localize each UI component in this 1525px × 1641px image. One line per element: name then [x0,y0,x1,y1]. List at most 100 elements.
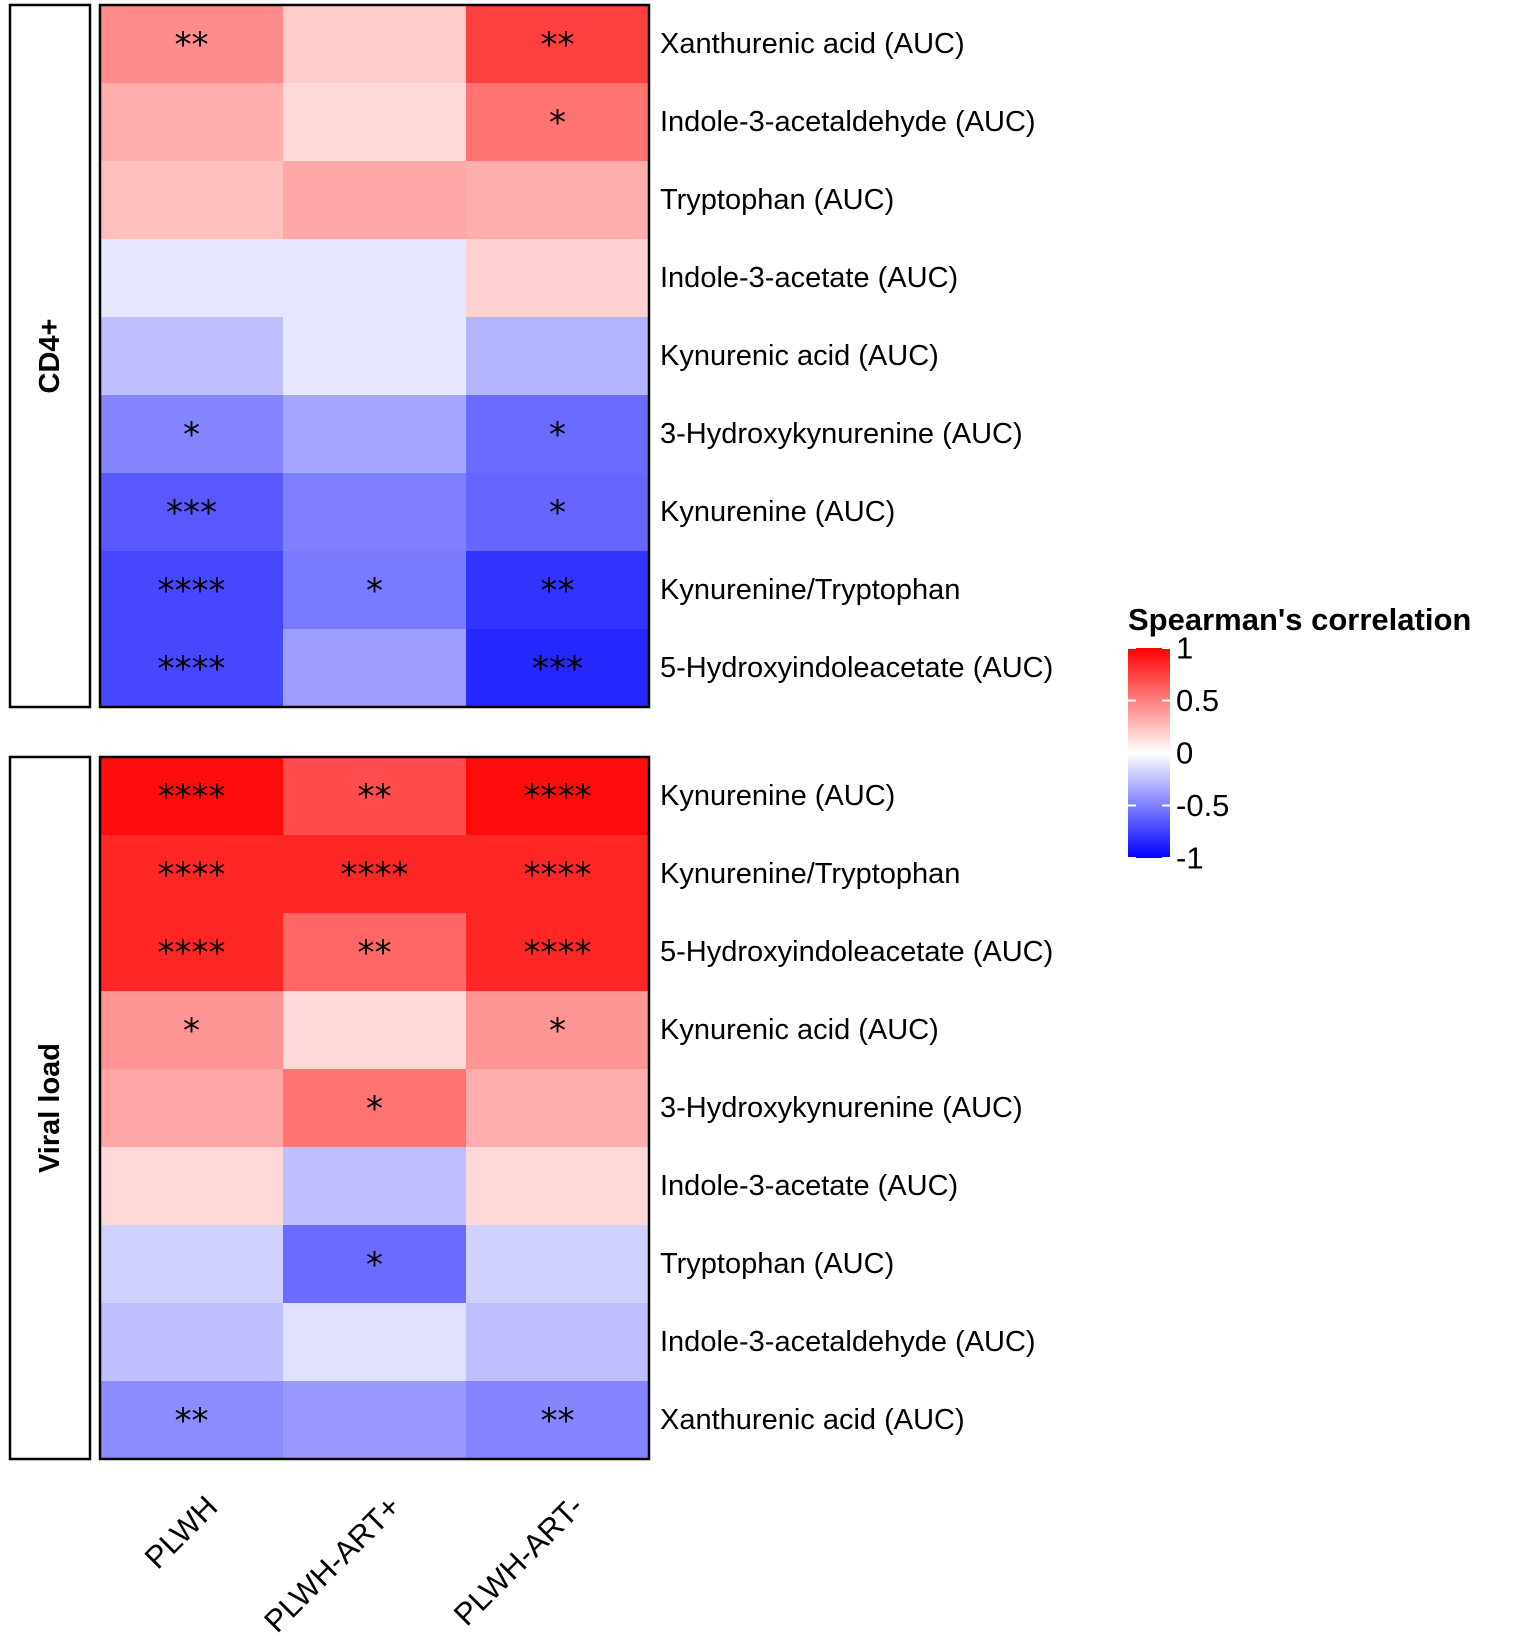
row-label: Kynurenic acid (AUC) [660,1014,939,1046]
significance-mark: ** [358,933,392,973]
legend-tick-label: 1 [1176,631,1193,666]
row-label: Kynurenine/Tryptophan [660,574,960,606]
heatmap-cell [466,83,649,161]
heatmap-cell [100,1225,283,1303]
heatmap-cell [100,317,283,395]
facet-1: Viral load**** ** **** Kynurenine (AUC)****… [8,755,1053,1461]
facet-panels: CD4+** ** Xanthurenic acid (AUC)* Indole-3-… [8,3,1053,1461]
row-label: Tryptophan (AUC) [660,1248,894,1280]
heatmap-cell [466,913,649,991]
row-label: Xanthurenic acid (AUC) [660,1404,965,1436]
significance-mark: * [549,1011,566,1051]
column-label: PLWH-ART+ [257,1489,407,1639]
heatmap-cell [100,913,283,991]
heatmap-cell [466,5,649,83]
heatmap-cell [283,473,466,551]
facet-strip [8,3,92,709]
significance-mark: **** [524,855,592,895]
panel-border [98,755,651,1461]
heatmap-cell [100,83,283,161]
facet-label: Viral load [34,1043,66,1173]
significance-mark: ** [175,1401,209,1441]
row-label: Indole-3-acetate (AUC) [660,1170,958,1202]
heatmap-cell [100,1069,283,1147]
heatmap-cell [466,551,649,629]
heatmap-cell [100,1303,283,1381]
significance-mark: * [183,1011,200,1051]
heatmap-cell [283,1069,466,1147]
heatmap-cell [283,5,466,83]
heatmap-cell [466,991,649,1069]
heatmap-cell [466,161,649,239]
heatmap-cell [100,551,283,629]
heatmap-cell [283,757,466,835]
heatmap-cell [283,161,466,239]
heatmap-cell [466,473,649,551]
heatmap-cell [466,1303,649,1381]
heatmap-cell [283,913,466,991]
heatmap-cell [100,161,283,239]
heatmap-cell [466,629,649,707]
legend-tick-label: 0 [1176,736,1193,771]
heatmap-cell [466,757,649,835]
heatmap-cell [100,835,283,913]
panel-border [98,3,651,709]
significance-mark: **** [158,571,226,611]
row-label: 5-Hydroxyindoleacetate (AUC) [660,936,1053,968]
significance-mark: **** [341,855,409,895]
heatmap-cell [283,551,466,629]
significance-mark: * [366,1245,383,1285]
row-label: Xanthurenic acid (AUC) [660,28,965,60]
heatmap-cell [283,1303,466,1381]
significance-mark: *** [166,493,217,533]
significance-mark: * [549,493,566,533]
heatmap-cell [100,1381,283,1459]
heatmap-cell [100,395,283,473]
heatmap-cell [100,239,283,317]
heatmap-cell [466,1069,649,1147]
heatmap-cell [466,317,649,395]
legend-tick-label: -0.5 [1176,788,1229,823]
heatmap-cell [100,991,283,1069]
heatmap-cell [283,629,466,707]
heatmap-cell [283,239,466,317]
heatmap-cell [283,1381,466,1459]
heatmap-cell [466,239,649,317]
significance-mark: * [366,1089,383,1129]
row-label: 5-Hydroxyindoleacetate (AUC) [660,652,1053,684]
heatmap-cell [283,991,466,1069]
heatmap-cell [283,1225,466,1303]
significance-mark: * [549,415,566,455]
significance-mark: **** [524,933,592,973]
row-label: Tryptophan (AUC) [660,184,894,216]
facet-strip [8,755,92,1461]
row-label: Indole-3-acetaldehyde (AUC) [660,106,1036,138]
significance-mark: * [549,103,566,143]
row-label: Indole-3-acetaldehyde (AUC) [660,1326,1036,1358]
heatmap-cell [466,835,649,913]
heatmap-cell [100,473,283,551]
heatmap-cell [283,1147,466,1225]
heatmap-cell [466,1225,649,1303]
significance-mark: ** [358,777,392,817]
heatmap-cell [100,5,283,83]
row-label: Indole-3-acetate (AUC) [660,262,958,294]
significance-mark: * [183,415,200,455]
facet-label: CD4+ [34,319,66,394]
legend-tick-label: 0.5 [1176,683,1219,718]
heatmap-cell [100,629,283,707]
heatmap-cell [283,317,466,395]
row-label: 3-Hydroxykynurenine (AUC) [660,1092,1023,1124]
heatmap-cell [466,395,649,473]
heatmap-cell [466,1381,649,1459]
heatmap-cell [100,1147,283,1225]
significance-mark: *** [532,649,583,689]
row-label: 3-Hydroxykynurenine (AUC) [660,418,1023,450]
significance-mark: **** [158,777,226,817]
significance-mark: * [366,571,383,611]
column-label: PLWH-ART- [447,1489,590,1632]
row-label: Kynurenine (AUC) [660,780,895,812]
row-label: Kynurenic acid (AUC) [660,340,939,372]
heatmap-cell [283,395,466,473]
